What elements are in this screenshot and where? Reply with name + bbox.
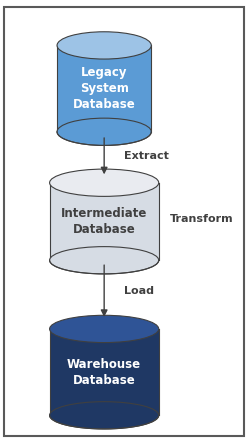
Bar — [50, 183, 159, 260]
Ellipse shape — [50, 402, 159, 429]
Ellipse shape — [57, 32, 151, 59]
Text: Load: Load — [124, 286, 154, 295]
Text: Warehouse
Database: Warehouse Database — [67, 358, 141, 387]
Ellipse shape — [50, 315, 159, 342]
Ellipse shape — [57, 118, 151, 145]
Bar — [57, 46, 151, 132]
Text: Extract: Extract — [124, 151, 169, 161]
Ellipse shape — [50, 247, 159, 274]
Bar — [50, 329, 159, 416]
Text: Transform: Transform — [170, 214, 234, 224]
Text: Legacy
System
Database: Legacy System Database — [73, 66, 136, 111]
Ellipse shape — [50, 169, 159, 196]
Text: Intermediate
Database: Intermediate Database — [61, 207, 147, 236]
